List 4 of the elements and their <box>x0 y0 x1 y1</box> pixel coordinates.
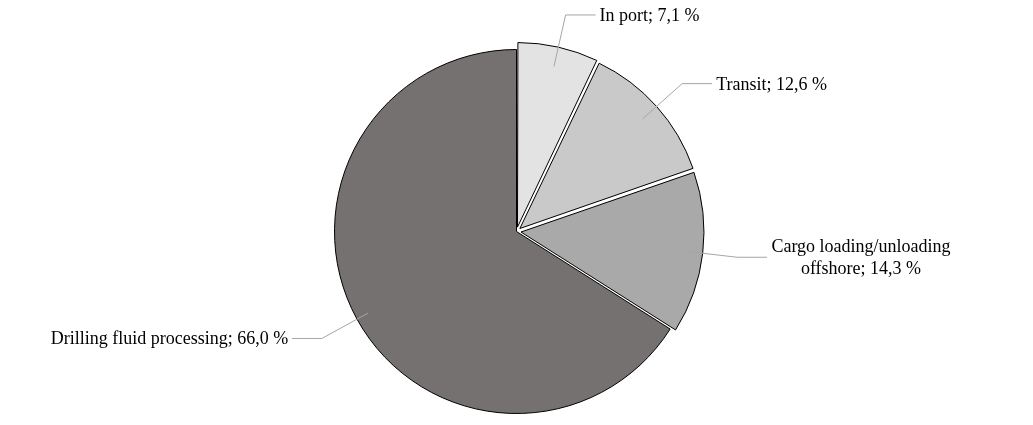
slice-label: Drilling fluid processing; 66,0 % <box>49 327 290 350</box>
slice-label: In port; 7,1 % <box>598 3 701 26</box>
slice-label: Transit; 12,6 % <box>715 72 829 95</box>
slice-label: Cargo loading/unloading offshore; 14,3 % <box>770 235 952 280</box>
